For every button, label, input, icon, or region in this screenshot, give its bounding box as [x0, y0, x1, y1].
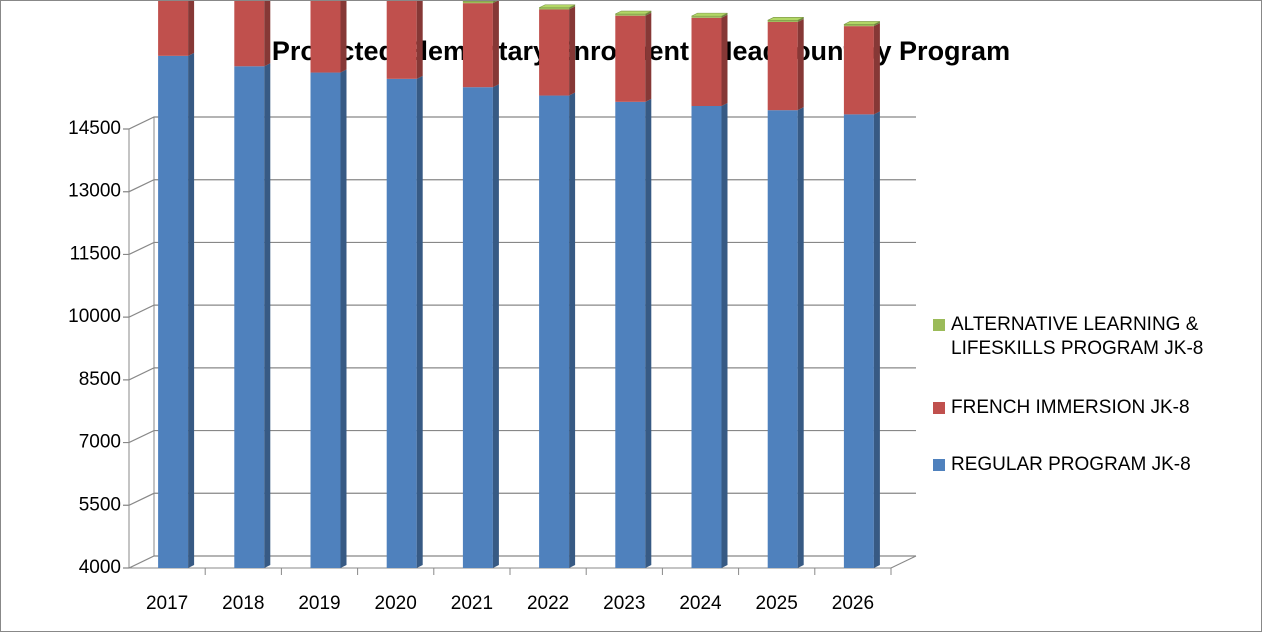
- legend-label: ALTERNATIVE LEARNING & LIFESKILLS PROGRA…: [951, 314, 1204, 359]
- legend-swatch: [933, 402, 945, 414]
- bar-segment: [158, 55, 189, 569]
- bar-segment: [234, 1, 265, 67]
- bar-segment: [386, 78, 417, 568]
- x-tick-label: 2018: [222, 593, 264, 614]
- x-tick-label: 2021: [451, 593, 493, 614]
- y-tick-label: 14500: [68, 118, 121, 139]
- bar-side: [416, 1, 423, 79]
- x-tick-label: 2022: [527, 593, 569, 614]
- grid-line: [123, 367, 916, 381]
- bar-segment: [843, 26, 874, 115]
- bar-side: [721, 13, 728, 18]
- bar-top: [843, 21, 881, 25]
- legend-label: FRENCH IMMERSION JK-8: [951, 397, 1190, 418]
- bar-segment: [691, 17, 722, 107]
- bar-segment: [843, 114, 874, 568]
- y-tick-label: 11500: [70, 243, 121, 264]
- bar-side: [797, 18, 804, 111]
- bar-side: [340, 69, 347, 569]
- bar-side: [645, 11, 652, 16]
- grid-line: [123, 304, 916, 318]
- bar-segment: [691, 16, 722, 18]
- x-tick-label: 2025: [756, 593, 798, 614]
- y-tick-label: 8500: [79, 369, 121, 390]
- bar-side: [873, 23, 880, 115]
- grid-line: [123, 555, 916, 569]
- bar-side: [416, 75, 423, 568]
- bar-side: [645, 12, 652, 102]
- bar-side: [569, 4, 576, 10]
- bar-side: [797, 17, 804, 22]
- bar-segment: [386, 1, 417, 79]
- bar-side: [492, 1, 499, 88]
- bar-segment: [615, 15, 646, 102]
- bar-side: [645, 98, 652, 569]
- bar-segment: [615, 14, 646, 16]
- x-tick-label: 2019: [298, 593, 340, 614]
- x-tick-label: 2017: [146, 593, 188, 614]
- grid-line: [123, 429, 916, 444]
- bar-side: [721, 103, 728, 568]
- x-tick-label: 2024: [679, 593, 722, 614]
- bar-segment: [462, 87, 493, 568]
- bar-side: [340, 1, 347, 73]
- grid-line: [123, 179, 916, 193]
- y-tick-label: 10000: [68, 306, 121, 327]
- bar-segment: [310, 1, 341, 73]
- y-tick-label: 7000: [79, 432, 121, 453]
- bar-segment: [691, 106, 722, 568]
- x-tick-label: 2020: [375, 593, 417, 614]
- legend-swatch: [933, 459, 945, 471]
- bar-side: [569, 6, 576, 96]
- legend-swatch: [933, 319, 945, 331]
- bar-segment: [843, 24, 874, 27]
- bar-side: [264, 1, 271, 67]
- y-tick-label: 13000: [68, 181, 121, 202]
- legend-item: ALTERNATIVE LEARNING & LIFESKILLS PROGRA…: [933, 313, 1233, 361]
- legend-item: FRENCH IMMERSION JK-8: [933, 396, 1233, 420]
- bar-side: [492, 84, 499, 568]
- bar-side: [188, 1, 195, 56]
- bar-side: [492, 1, 498, 4]
- bar-segment: [767, 110, 798, 568]
- grid-line: [123, 492, 916, 506]
- bar-segment: [462, 1, 493, 4]
- legend-item: REGULAR PROGRAM JK-8: [933, 453, 1233, 477]
- bar-top: [691, 12, 728, 17]
- grid-line: [123, 241, 916, 256]
- bar-segment: [462, 3, 493, 88]
- bar-segment: [767, 20, 798, 22]
- bar-segment: [615, 101, 646, 569]
- bar-segment: [539, 95, 570, 569]
- x-tick-label: 2023: [603, 593, 645, 614]
- bar-segment: [158, 1, 189, 56]
- bar-segment: [539, 9, 570, 96]
- bar-side: [873, 111, 880, 568]
- bar-segment: [310, 72, 341, 569]
- bar-side: [721, 14, 728, 107]
- bar-side: [264, 63, 271, 569]
- bar-segment: [767, 21, 798, 111]
- bar-segment: [539, 7, 570, 10]
- x-axis-edge: [890, 555, 917, 569]
- bar-side: [188, 52, 195, 569]
- x-tick-label: 2026: [832, 593, 874, 614]
- y-tick-label: 4000: [79, 557, 121, 578]
- bar-segment: [234, 66, 265, 569]
- bar-top: [538, 4, 576, 9]
- bar-side: [797, 107, 804, 568]
- bar-top: [767, 16, 804, 21]
- bar-top: [615, 10, 652, 15]
- bar-side: [873, 21, 880, 27]
- bar-side: [569, 92, 576, 569]
- grid-line: [123, 116, 916, 130]
- y-tick-label: 5500: [79, 494, 121, 515]
- legend-label: REGULAR PROGRAM JK-8: [951, 454, 1191, 475]
